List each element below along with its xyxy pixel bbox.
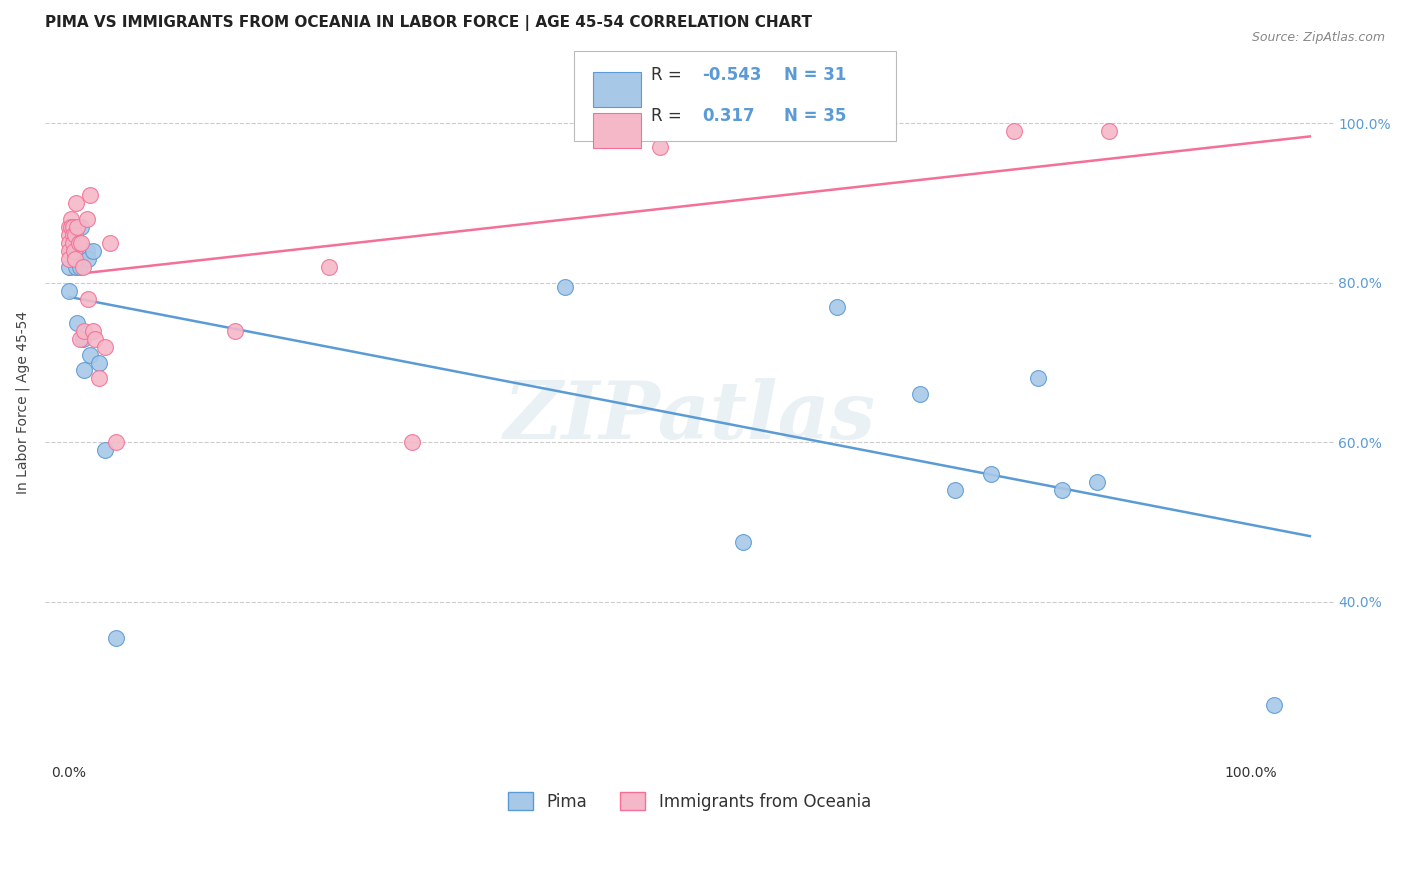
Point — [62, 219, 84, 234]
Point — [82, 324, 104, 338]
Point — [100, 235, 122, 250]
Point — [58, 284, 80, 298]
Point — [76, 212, 98, 227]
Point — [79, 347, 101, 361]
Point — [65, 196, 87, 211]
FancyBboxPatch shape — [593, 113, 641, 148]
Point — [69, 332, 91, 346]
Point — [1004, 124, 1026, 138]
Point — [77, 292, 100, 306]
Point — [70, 219, 93, 234]
Point — [825, 300, 848, 314]
Point — [63, 252, 86, 266]
Point — [70, 235, 93, 250]
FancyBboxPatch shape — [593, 72, 641, 107]
Point — [224, 324, 246, 338]
Point — [67, 235, 90, 250]
Point — [58, 244, 80, 258]
Text: R =: R = — [651, 66, 688, 84]
Point — [60, 212, 83, 227]
Point — [76, 244, 98, 258]
Point — [554, 280, 576, 294]
Point — [62, 219, 84, 234]
Point — [62, 235, 84, 250]
Point — [66, 316, 89, 330]
Text: -0.543: -0.543 — [703, 66, 762, 84]
Legend: Pima, Immigrants from Oceania: Pima, Immigrants from Oceania — [502, 786, 877, 817]
Text: N = 35: N = 35 — [783, 107, 846, 125]
Point — [69, 260, 91, 274]
Point — [72, 260, 94, 274]
Point — [72, 332, 94, 346]
Point — [105, 631, 128, 645]
Point — [58, 260, 80, 274]
Point — [58, 252, 80, 266]
Point — [67, 252, 90, 266]
Point — [82, 244, 104, 258]
Text: ZIPatlas: ZIPatlas — [503, 378, 876, 456]
Point — [65, 260, 87, 274]
Point — [60, 219, 83, 234]
Text: N = 31: N = 31 — [783, 66, 846, 84]
Point — [84, 332, 107, 346]
Point — [93, 340, 115, 354]
Point — [1026, 371, 1049, 385]
Text: 0.317: 0.317 — [703, 107, 755, 125]
Point — [60, 244, 83, 258]
Point — [63, 244, 86, 258]
Text: R =: R = — [651, 107, 688, 125]
Point — [1085, 475, 1108, 489]
Point — [943, 483, 966, 497]
Point — [1263, 698, 1285, 713]
Point — [980, 467, 1002, 482]
Point — [63, 252, 86, 266]
Point — [62, 227, 84, 242]
Point — [908, 387, 931, 401]
Point — [73, 363, 96, 377]
Point — [63, 244, 86, 258]
Point — [58, 219, 80, 234]
Point — [87, 371, 110, 385]
Point — [58, 227, 80, 242]
Point — [66, 219, 89, 234]
Point — [1050, 483, 1073, 497]
Point — [62, 235, 84, 250]
Text: Source: ZipAtlas.com: Source: ZipAtlas.com — [1251, 31, 1385, 45]
Point — [401, 435, 423, 450]
Point — [648, 140, 671, 154]
Point — [105, 435, 128, 450]
Y-axis label: In Labor Force | Age 45-54: In Labor Force | Age 45-54 — [15, 310, 30, 494]
Point — [1098, 124, 1121, 138]
Point — [318, 260, 340, 274]
Text: PIMA VS IMMIGRANTS FROM OCEANIA IN LABOR FORCE | AGE 45-54 CORRELATION CHART: PIMA VS IMMIGRANTS FROM OCEANIA IN LABOR… — [45, 15, 813, 31]
Point — [77, 252, 100, 266]
FancyBboxPatch shape — [574, 51, 896, 141]
Point — [87, 355, 110, 369]
Point — [79, 188, 101, 202]
Point — [63, 227, 86, 242]
Point — [58, 235, 80, 250]
Point — [93, 443, 115, 458]
Point — [731, 534, 754, 549]
Point — [73, 324, 96, 338]
